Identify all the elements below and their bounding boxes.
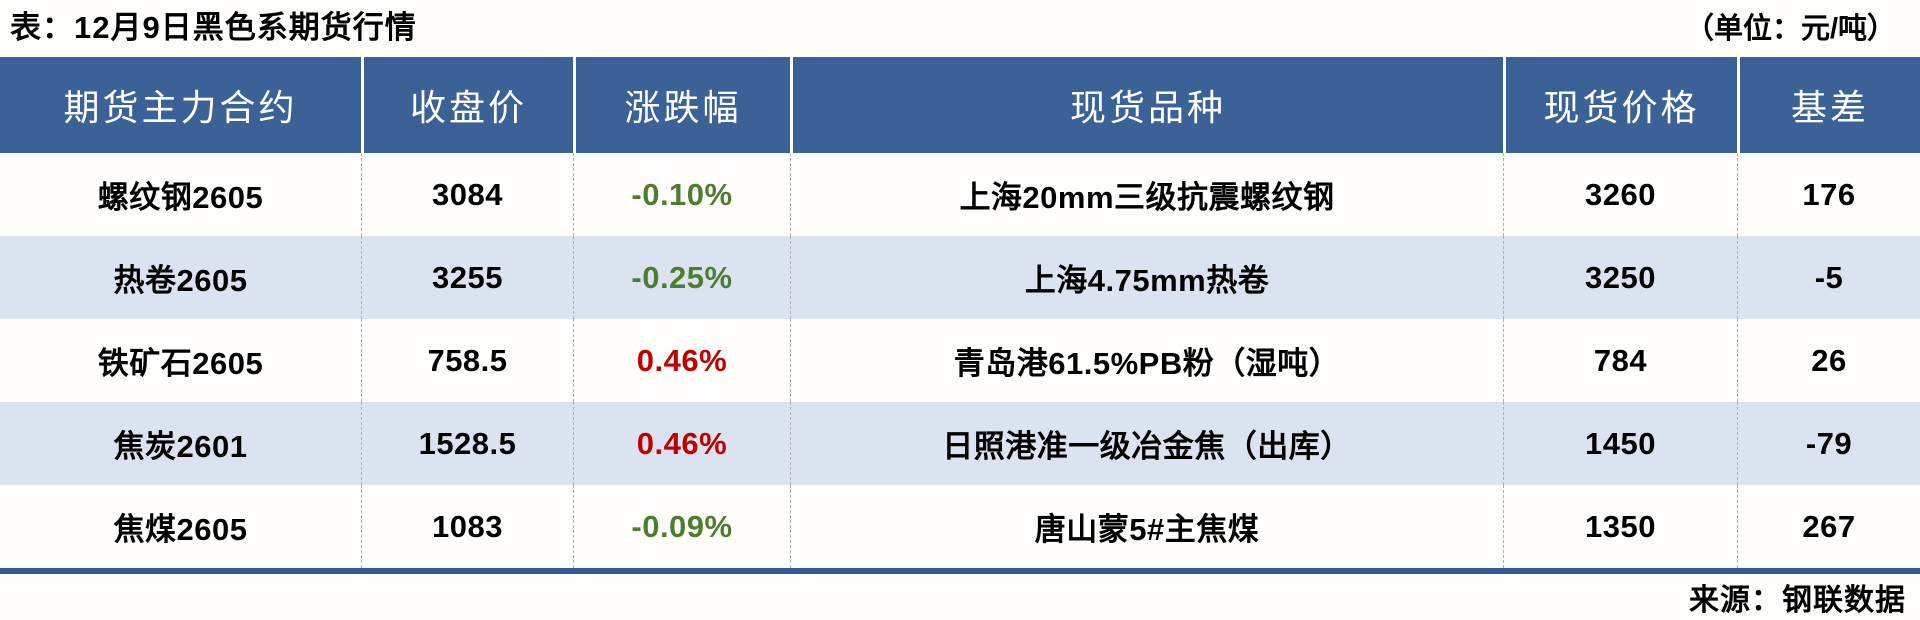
- cell-spot_price: 1350: [1503, 485, 1737, 568]
- cell-spot: 上海20mm三级抗震螺纹钢: [790, 153, 1503, 236]
- cell-spot_price: 784: [1503, 319, 1737, 402]
- cell-spot: 日照港准一级冶金焦（出库）: [790, 402, 1503, 485]
- cell-contract: 热卷2605: [113, 263, 248, 298]
- cell-basis: 176: [1737, 153, 1920, 236]
- cell-contract: 螺纹钢2605: [97, 180, 264, 215]
- cell-basis: -79: [1737, 402, 1920, 485]
- cell-contract: 焦炭2601: [113, 429, 248, 464]
- cell-change: 0.46%: [573, 402, 790, 485]
- table-row: 焦煤2605 1083 -0.09% 唐山蒙5#主焦煤 1350 267: [0, 485, 1920, 568]
- cell-basis: 267: [1737, 485, 1920, 568]
- source-label: 来源：钢联数据: [1689, 584, 1906, 617]
- cell-spot_price: 3250: [1503, 236, 1737, 319]
- cell-spot: 唐山蒙5#主焦煤: [790, 485, 1503, 568]
- cell-change: -0.09%: [573, 485, 790, 568]
- table-row: 螺纹钢2605 3084 -0.10% 上海20mm三级抗震螺纹钢 3260 176: [0, 153, 1920, 236]
- cell-contract: 焦煤2605: [113, 512, 248, 547]
- table-row: 热卷2605 3255 -0.25% 上海4.75mm热卷 3250 -5: [0, 236, 1920, 319]
- cell-change: -0.25%: [573, 236, 790, 319]
- cell-close: 1528.5: [361, 402, 573, 485]
- table-row: 焦炭2601 1528.5 0.46% 日照港准一级冶金焦（出库） 1450 -79: [0, 402, 1920, 485]
- cell-spot_price: 3260: [1503, 153, 1737, 236]
- table-body: 螺纹钢2605 3084 -0.10% 上海20mm三级抗震螺纹钢 3260 176 热卷2…: [0, 153, 1920, 574]
- header-cell-spot: 现货品种: [790, 57, 1503, 153]
- table-row: 铁矿石2605 758.5 0.46% 青岛港61.5%PB粉（湿吨） 784 26: [0, 319, 1920, 402]
- cell-close: 758.5: [361, 319, 573, 402]
- cell-close: 3084: [361, 153, 573, 236]
- cell-basis: -5: [1737, 236, 1920, 319]
- cell-spot_price: 1450: [1503, 402, 1737, 485]
- source-row: 来源：钢联数据: [0, 574, 1920, 620]
- table-caption-row: 表：12月9日黑色系期货行情 （单位：元/吨）: [0, 0, 1920, 57]
- header-cell-basis: 基差: [1737, 57, 1920, 153]
- table-title: 表：12月9日黑色系期货行情: [10, 10, 417, 45]
- cell-spot: 青岛港61.5%PB粉（湿吨）: [790, 319, 1503, 402]
- cell-close: 1083: [361, 485, 573, 568]
- cell-basis: 26: [1737, 319, 1920, 402]
- header-cell-close: 收盘价: [361, 57, 573, 153]
- table-header-row: 期货主力合约 收盘价 涨跌幅 现货品种 现货价格 基差: [0, 57, 1920, 153]
- header-cell-spot_price: 现货价格: [1503, 57, 1737, 153]
- cell-change: 0.46%: [573, 319, 790, 402]
- cell-change: -0.10%: [573, 153, 790, 236]
- header-cell-change: 涨跌幅: [573, 57, 790, 153]
- cell-contract: 铁矿石2605: [97, 346, 264, 381]
- header-cell-contract: 期货主力合约: [63, 88, 298, 128]
- cell-close: 3255: [361, 236, 573, 319]
- unit-label: （单位：元/吨）: [1684, 13, 1896, 45]
- cell-spot: 上海4.75mm热卷: [790, 236, 1503, 319]
- futures-table: 期货主力合约 收盘价 涨跌幅 现货品种 现货价格 基差 螺纹钢2605 3084 -0.10%…: [0, 57, 1920, 574]
